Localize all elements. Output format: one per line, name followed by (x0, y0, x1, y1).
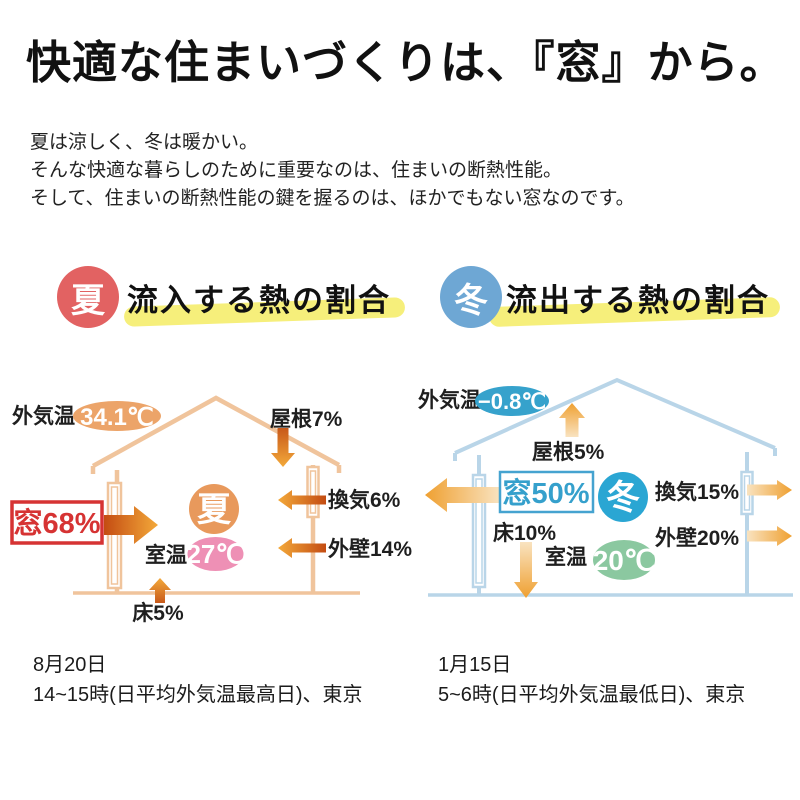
summer-ventilation-heat-arrow-icon (278, 490, 326, 510)
summer-wall-label: 外壁14% (328, 537, 412, 561)
winter-outdoor-temp-label: 外気温 (418, 388, 481, 412)
winter-season-circle (598, 472, 648, 522)
summer-window-heat-arrow-icon (104, 506, 158, 544)
summer-season-circle (189, 484, 239, 534)
summer-ventilation-label: 換気6% (328, 488, 401, 512)
winter-badge: 冬 (440, 266, 502, 328)
winter-floor-label: 床10% (493, 521, 556, 545)
winter-ventilation-label: 換気15% (655, 480, 739, 504)
intro-line-3: そして、住まいの断熱性能の鍵を握るのは、ほかでもない窓なのです。 (30, 188, 635, 209)
summer-room-temp-badge (187, 537, 244, 571)
summer-roof-heat-arrow-icon (271, 428, 295, 467)
summer-season-mark: 夏 (197, 491, 232, 529)
summer-caption-date: 8月20日 (33, 654, 107, 676)
winter-window-heat-arrow-icon (425, 478, 500, 512)
summer-room-temp-value: 27℃ (186, 539, 244, 569)
summer-wall-heat-arrow-icon (278, 538, 326, 558)
summer-outdoor-temp-label: 外気温 (12, 404, 75, 428)
summer-section-heading: 流入する熱の割合 (127, 283, 391, 318)
winter-caption: 1月15日 5~6時(日平均外気温最低日)、東京 (438, 650, 745, 710)
summer-outdoor-temp-badge (73, 401, 161, 431)
winter-floor-heat-arrow-icon (514, 542, 538, 598)
summer-caption-conditions: 14~15時(日平均外気温最高日)、東京 (33, 684, 363, 706)
summer-window-percentage-label: 窓68% (13, 506, 100, 540)
summer-left-window (106, 481, 123, 590)
winter-outdoor-temp-badge (475, 386, 549, 416)
summer-floor-heat-arrow-icon (149, 578, 171, 603)
winter-section-heading: 流出する熱の割合 (506, 283, 770, 318)
winter-wall-label: 外壁20% (655, 526, 739, 550)
winter-roof-heat-arrow-icon (559, 403, 585, 437)
page-title: 快適な住まいづくりは、『窓』から。 (26, 37, 786, 88)
summer-caption: 8月20日 14~15時(日平均外気温最高日)、東京 (33, 650, 363, 710)
summer-room-temp-label: 室温 (145, 543, 187, 567)
intro-line-1: 夏は涼しく、冬は暖かい。 (30, 132, 259, 153)
winter-outdoor-temp-value: −0.8℃ (478, 389, 546, 414)
summer-roof-label: 屋根7% (270, 408, 343, 431)
winter-season-mark: 冬 (606, 479, 640, 517)
winter-house-diagram: 外気温 −0.8℃ 屋根5% 換気15% 外壁20% 床10% 窓50% 冬 室… (418, 377, 793, 598)
intro-text: 夏は涼しく、冬は暖かい。 そんな快適な暮らしのために重要なのは、住まいの断熱性能… (30, 129, 635, 213)
summer-window-percentage-box (10, 500, 104, 545)
summer-house-diagram: 外気温 34.1℃ 屋根7% 換気6% 外壁14% 床5% 窓68% 夏 室温 … (10, 395, 412, 625)
summer-badge: 夏 (57, 266, 119, 328)
intro-line-2: そんな快適な暮らしのために重要なのは、住まいの断熱性能。 (30, 160, 563, 181)
winter-room-temp-label: 室温 (545, 545, 587, 569)
winter-roof-label: 屋根5% (532, 441, 605, 464)
winter-wall-heat-arrow-icon (747, 526, 792, 546)
winter-ventilation-heat-arrow-icon (747, 480, 792, 500)
winter-window-percentage-box (498, 470, 595, 514)
winter-room-temp-badge (593, 540, 655, 580)
winter-window-percentage-label: 窓50% (502, 476, 589, 510)
summer-right-window (306, 465, 320, 519)
winter-room-temp-value: 20℃ (593, 545, 656, 576)
winter-caption-conditions: 5~6時(日平均外気温最低日)、東京 (438, 684, 746, 706)
summer-outdoor-temp-value: 34.1℃ (80, 404, 154, 431)
winter-caption-date: 1月15日 (438, 654, 512, 676)
summer-floor-label: 床5% (132, 601, 184, 625)
